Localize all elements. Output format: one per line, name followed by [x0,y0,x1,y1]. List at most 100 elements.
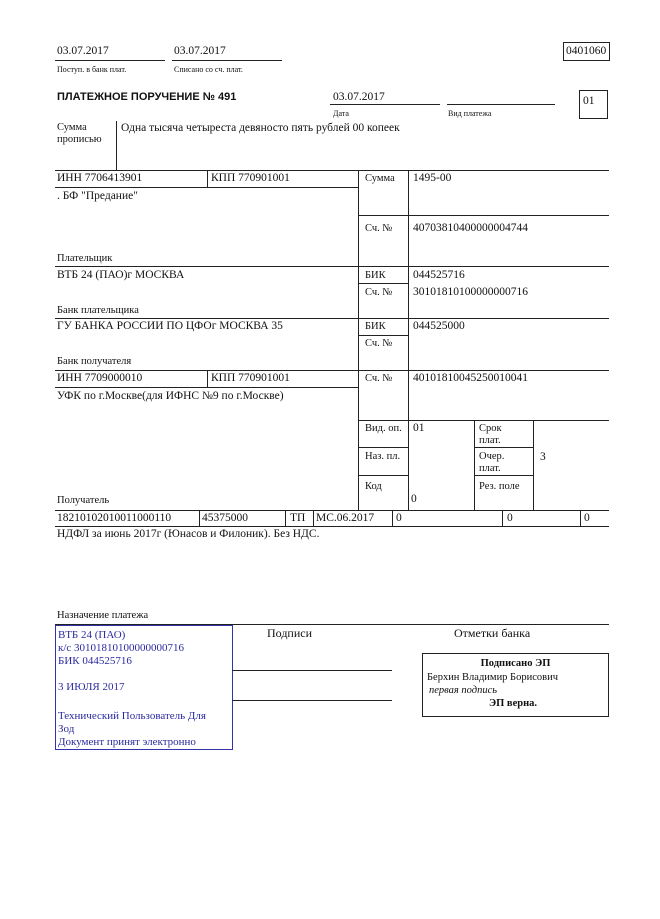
payer-account: 40703810400000004744 [413,222,528,234]
purpose-text: НДФЛ за июнь 2017г (Юнасов и Филоник). Б… [57,528,320,540]
order-date: 03.07.2017 [333,91,385,103]
amount-words-label-2: прописью [57,134,102,145]
divider [358,475,408,476]
divider [55,624,609,625]
debited-label: Списано со сч. плат. [174,65,243,74]
payer-label: Плательщик [57,253,113,264]
esign-title: Подписано ЭП [480,658,551,669]
stamp-line: к/с 30101810100000000716 [58,642,185,654]
esign-stamp: Подписано ЭП Берхин Владимир Борисович п… [422,653,609,717]
kbk: 18210102010011000110 [57,512,172,524]
purpose-code-label: Наз. пл. [365,451,401,462]
divider [358,215,609,216]
term-label: Срок [479,423,502,434]
op-type-label: Вид. оп. [365,423,402,434]
divider [285,510,286,526]
divider [502,510,503,526]
payee-account: 40101810045250010041 [413,372,528,384]
amount-words: Одна тысяча четыреста девяносто пять руб… [121,122,400,134]
bank-acceptance-stamp: ВТБ 24 (ПАО) к/с 30101810100000000716 БИ… [55,625,233,750]
op-type: 01 [413,422,425,434]
divider [474,447,533,448]
payee-bik: 044525000 [413,320,465,332]
signature-line [232,700,392,701]
divider [55,526,609,527]
stamp-line: Зод [58,723,75,735]
stamp-line: БИК 044525716 [58,655,132,667]
tax-basis: ТП [290,512,306,524]
tax-period: МС.06.2017 [316,512,375,524]
received-label: Поступ. в банк плат. [57,65,127,74]
code-label: Код [365,481,382,492]
status-code: 01 [583,95,595,107]
payee-label: Получатель [57,495,110,506]
esign-verified: ЭП верна. [489,698,538,709]
divider [408,170,409,510]
divider [313,510,314,526]
account-label: Сч. № [365,223,393,234]
divider [358,420,609,421]
divider [55,510,609,511]
payer-bank: ВТБ 24 (ПАО)г МОСКВА [57,269,185,281]
divider [172,60,282,61]
divider [358,447,408,448]
received-date: 03.07.2017 [57,45,109,57]
term-label-2: плат. [479,435,501,446]
code: 0 [411,493,417,505]
account-label: Сч. № [365,338,393,349]
account-label: Сч. № [365,287,393,298]
signatures-label: Подписи [267,626,313,640]
priority: 3 [540,451,546,463]
bik-label: БИК [365,270,386,281]
priority-label: Очер. [479,451,505,462]
bank-marks-label: Отметки банка [454,626,531,640]
divider [447,104,555,105]
purpose-label: Назначение платежа [57,610,149,621]
page-title: ПЛАТЕЖНОЕ ПОРУЧЕНИЕ № 491 [57,91,237,103]
status-box: 01 [579,90,608,119]
payer-bank-label: Банк плательщика [57,305,139,316]
payee-name: УФК по г.Москве(для ИФНС №9 по г.Москве) [57,390,284,402]
payment-type-label: Вид платежа [448,109,492,118]
divider [358,170,359,510]
divider [207,370,208,387]
payer-inn: ИНН 7706413901 [57,172,143,184]
doc-number: 0 [396,512,402,524]
stamp-line: Документ принят электронно [58,736,196,748]
payer-kpp: КПП 770901001 [211,172,290,184]
esign-role: первая подпись [429,685,498,696]
divider [474,420,475,510]
tax-type: 0 [584,512,590,524]
divider [392,510,393,526]
divider [533,420,534,510]
divider [580,510,581,526]
sum-value: 1495-00 [413,172,452,184]
divider [55,266,609,267]
account-label: Сч. № [365,373,393,384]
signature-line [232,670,392,671]
divider [207,170,208,187]
divider [358,283,408,284]
priority-label-2: плат. [479,463,501,474]
payee-bank: ГУ БАНКА РОССИИ ПО ЦФОг МОСКВА 35 [57,320,283,332]
divider [55,60,165,61]
reserve-label: Рез. поле [479,481,520,492]
bik-label: БИК [365,321,386,332]
divider [55,187,358,188]
divider [199,510,200,526]
divider [116,121,117,170]
payee-inn: ИНН 7709000010 [57,372,143,384]
payer-name: . БФ "Предание" [57,190,138,202]
divider [55,370,609,371]
divider [55,318,609,319]
esign-signer: Берхин Владимир Борисович [427,672,558,683]
payer-bik: 044525716 [413,269,465,281]
divider [330,104,440,105]
date-label: Дата [333,109,349,118]
stamp-line: Технический Пользователь Для [58,710,206,722]
payer-corr-account: 30101810100000000716 [413,286,528,298]
form-code: 0401060 [566,45,607,57]
divider [474,475,533,476]
divider [358,335,408,336]
debited-date: 03.07.2017 [174,45,226,57]
